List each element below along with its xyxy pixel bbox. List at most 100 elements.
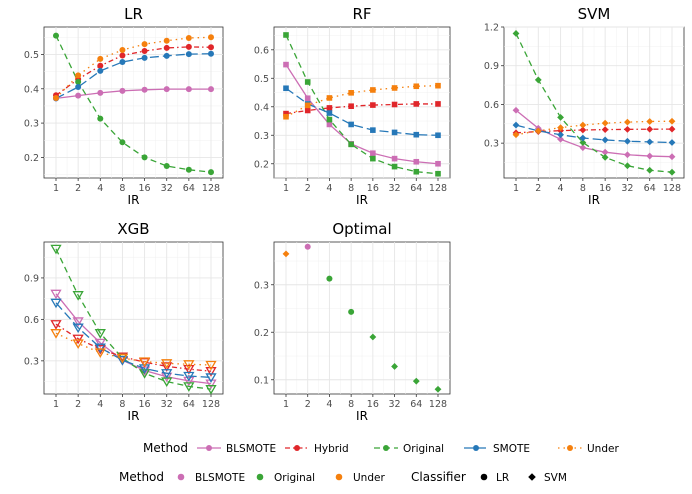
y-tick-label: 0.3 bbox=[254, 280, 269, 291]
data-point bbox=[326, 121, 333, 128]
data-point bbox=[163, 37, 170, 44]
data-point bbox=[391, 101, 398, 108]
x-tick-label: 32 bbox=[389, 399, 401, 410]
data-point bbox=[163, 52, 170, 59]
data-point bbox=[413, 101, 420, 107]
data-point bbox=[646, 125, 654, 133]
data-point bbox=[119, 59, 126, 66]
x-tick-label: 1 bbox=[53, 399, 59, 410]
x-tick-label: 1 bbox=[513, 183, 519, 194]
y-tick-label: 0.3 bbox=[254, 131, 269, 142]
x-tick-label: 128 bbox=[429, 399, 447, 410]
x-tick-label: 64 bbox=[644, 183, 656, 194]
series-original bbox=[53, 32, 214, 176]
legend-item-original: Original bbox=[274, 472, 315, 484]
legend-key-marker bbox=[480, 473, 488, 481]
data-point bbox=[138, 369, 151, 379]
panel-title: RF bbox=[352, 5, 371, 23]
data-point bbox=[601, 153, 609, 161]
y-tick-label: 0.6 bbox=[24, 315, 39, 326]
y-tick-label: 0.3 bbox=[24, 356, 39, 367]
data-point bbox=[326, 110, 333, 116]
data-point bbox=[557, 135, 564, 143]
data-point bbox=[413, 83, 420, 90]
panel-lr: 1 2 4 8 16 32 64 128 0.2 0.3 0.4 0.5 LR IR bbox=[24, 5, 224, 207]
x-tick-label: 1 bbox=[283, 399, 289, 410]
data-point bbox=[119, 139, 126, 146]
data-point bbox=[370, 127, 376, 133]
panel-title: LR bbox=[124, 5, 143, 23]
panel-optimal: 1 2 4 8 16 32 64 128 0.1 0.2 0.3 Optimal IR bbox=[254, 220, 451, 423]
x-tick-label: 1 bbox=[53, 183, 59, 194]
x-tick-label: 4 bbox=[558, 183, 564, 194]
data-point bbox=[413, 131, 420, 138]
data-point bbox=[116, 355, 129, 366]
data-point bbox=[72, 317, 84, 327]
x-tick-label: 32 bbox=[621, 183, 633, 194]
series-line bbox=[55, 46, 212, 96]
data-point bbox=[53, 95, 59, 102]
x-tick-label: 4 bbox=[326, 183, 332, 194]
legend-key-marker bbox=[206, 445, 212, 451]
data-point bbox=[116, 353, 129, 364]
y-tick-label: 0.2 bbox=[254, 159, 269, 170]
x-tick-label: 8 bbox=[348, 399, 354, 410]
series-under bbox=[512, 117, 676, 139]
data-point bbox=[557, 124, 564, 132]
data-point bbox=[579, 134, 587, 142]
legend-item-svm: SVM bbox=[544, 472, 567, 484]
data-point bbox=[391, 163, 398, 170]
data-point bbox=[183, 364, 195, 375]
panel-title: Optimal bbox=[332, 220, 391, 238]
data-point bbox=[348, 308, 355, 315]
legend-optimal: Method BLSMOTE Original Under Classifier LR SV… bbox=[119, 470, 567, 484]
data-point bbox=[185, 34, 192, 41]
x-tick-label: 8 bbox=[119, 399, 125, 410]
data-point bbox=[413, 158, 420, 165]
y-tick-label: 0.3 bbox=[24, 119, 39, 130]
x-tick-label: 32 bbox=[161, 183, 173, 194]
data-point bbox=[435, 82, 441, 89]
x-tick-label: 64 bbox=[410, 183, 422, 194]
data-point bbox=[435, 170, 441, 177]
data-point bbox=[391, 155, 398, 162]
data-point bbox=[161, 369, 173, 379]
legend-item-smote: SMOTE bbox=[493, 443, 530, 455]
legend-key-marker bbox=[383, 445, 389, 451]
series-line bbox=[285, 85, 439, 118]
data-point bbox=[434, 385, 442, 393]
x-tick-label: 2 bbox=[305, 183, 311, 194]
data-point bbox=[601, 136, 609, 144]
data-point bbox=[205, 360, 217, 371]
data-point bbox=[326, 116, 333, 123]
data-point bbox=[668, 168, 676, 176]
data-point bbox=[282, 250, 290, 258]
x-tick-label: 2 bbox=[75, 399, 81, 410]
series-line bbox=[55, 36, 212, 99]
x-tick-label: 16 bbox=[367, 183, 379, 194]
legend-key-marker bbox=[473, 445, 479, 451]
data-point bbox=[370, 155, 376, 162]
data-point bbox=[208, 34, 214, 41]
data-point bbox=[183, 360, 195, 370]
data-point bbox=[668, 139, 676, 146]
legend-key-marker bbox=[256, 473, 264, 481]
data-point bbox=[304, 79, 311, 85]
data-point bbox=[512, 121, 520, 129]
data-point bbox=[601, 119, 609, 127]
data-point bbox=[72, 291, 84, 301]
data-point bbox=[94, 329, 106, 339]
panel-svm: 1 2 4 8 16 32 64 128 0.3 0.6 0.9 1.2 SVM IR bbox=[484, 5, 685, 207]
data-point bbox=[668, 153, 676, 161]
data-point bbox=[391, 363, 398, 370]
x-tick-label: 32 bbox=[161, 399, 173, 410]
data-point bbox=[557, 113, 564, 121]
series-line bbox=[55, 35, 212, 173]
data-point bbox=[94, 343, 106, 354]
y-tick-label: 0.3 bbox=[484, 139, 499, 150]
x-tick-label: 32 bbox=[389, 183, 401, 194]
series-original bbox=[512, 30, 676, 176]
y-tick-label: 0.2 bbox=[254, 328, 269, 339]
series-line bbox=[55, 88, 211, 100]
data-point bbox=[668, 125, 676, 133]
